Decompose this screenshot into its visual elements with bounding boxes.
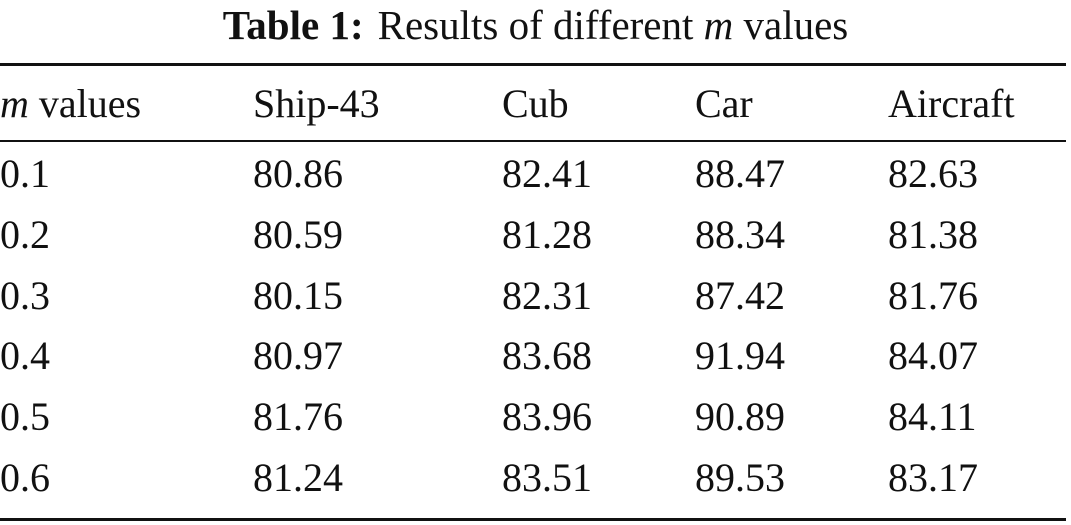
header-cub: Cub: [502, 81, 569, 126]
header-aircraft: Aircraft: [888, 81, 1015, 126]
cell-aircraft: 81.38: [888, 211, 978, 257]
cell-cub: 83.51: [502, 454, 592, 500]
cell-cub: 83.68: [502, 333, 592, 379]
cell-aircraft: 81.76: [888, 272, 978, 318]
table-row: 0.4 80.97 83.68 91.94 84.07: [0, 333, 1066, 394]
caption-text-before: Results of different: [377, 2, 694, 48]
header-car: Car: [695, 81, 753, 126]
cell-cub: 82.41: [502, 151, 592, 196]
cell-m-value: 0.4: [0, 333, 50, 379]
table-body: 0.1 80.86 82.41 88.47 82.63 0.2 80.59 81…: [0, 151, 1066, 516]
top-rule: [0, 63, 1066, 66]
cell-ship-43: 81.24: [253, 454, 343, 500]
caption-label: Table 1:: [222, 2, 364, 48]
header-m-values: m values: [0, 79, 253, 128]
cell-car: 88.47: [695, 151, 785, 196]
cell-car: 88.34: [695, 211, 785, 257]
cell-ship-43: 80.59: [253, 211, 343, 257]
table-row: 0.3 80.15 82.31 87.42 81.76: [0, 273, 1066, 334]
cell-cub: 81.28: [502, 211, 592, 257]
table-row: 0.6 81.24 83.51 89.53 83.17: [0, 455, 1066, 516]
cell-m-value: 0.1: [0, 151, 50, 196]
cell-ship-43: 80.15: [253, 272, 343, 318]
table-row: 0.2 80.59 81.28 88.34 81.38: [0, 212, 1066, 273]
cell-ship-43: 81.76: [253, 394, 343, 440]
cell-ship-43: 80.86: [253, 151, 343, 196]
cell-m-value: 0.3: [0, 272, 50, 318]
cell-m-value: 0.6: [0, 454, 50, 500]
cell-aircraft: 84.07: [888, 333, 978, 379]
header-m-variable: m: [0, 81, 29, 126]
table-row: 0.1 80.86 82.41 88.47 82.63: [0, 151, 1066, 212]
caption-variable: m: [703, 2, 734, 48]
table-row: 0.5 81.76 83.96 90.89 84.11: [0, 394, 1066, 455]
results-table: m values Ship-43 Cub Car Aircraft 0.1 80…: [0, 79, 1066, 516]
cell-aircraft: 82.63: [888, 151, 978, 196]
caption-text-after: values: [743, 2, 849, 48]
cell-cub: 82.31: [502, 272, 592, 318]
header-m-suffix: values: [38, 81, 142, 126]
cell-aircraft: 83.17: [888, 454, 978, 500]
cell-m-value: 0.5: [0, 394, 50, 440]
cell-car: 91.94: [695, 333, 785, 379]
header-rule: [0, 140, 1066, 142]
table-caption: Table 1: Results of different m values: [0, 2, 1071, 48]
cell-car: 90.89: [695, 394, 785, 440]
cell-car: 87.42: [695, 272, 785, 318]
bottom-rule: [0, 518, 1066, 521]
cell-car: 89.53: [695, 454, 785, 500]
cell-aircraft: 84.11: [888, 394, 977, 440]
cell-ship-43: 80.97: [253, 333, 343, 379]
cell-cub: 83.96: [502, 394, 592, 440]
cell-m-value: 0.2: [0, 211, 50, 257]
header-ship-43: Ship-43: [253, 81, 380, 126]
header-row: m values Ship-43 Cub Car Aircraft: [0, 79, 1066, 128]
